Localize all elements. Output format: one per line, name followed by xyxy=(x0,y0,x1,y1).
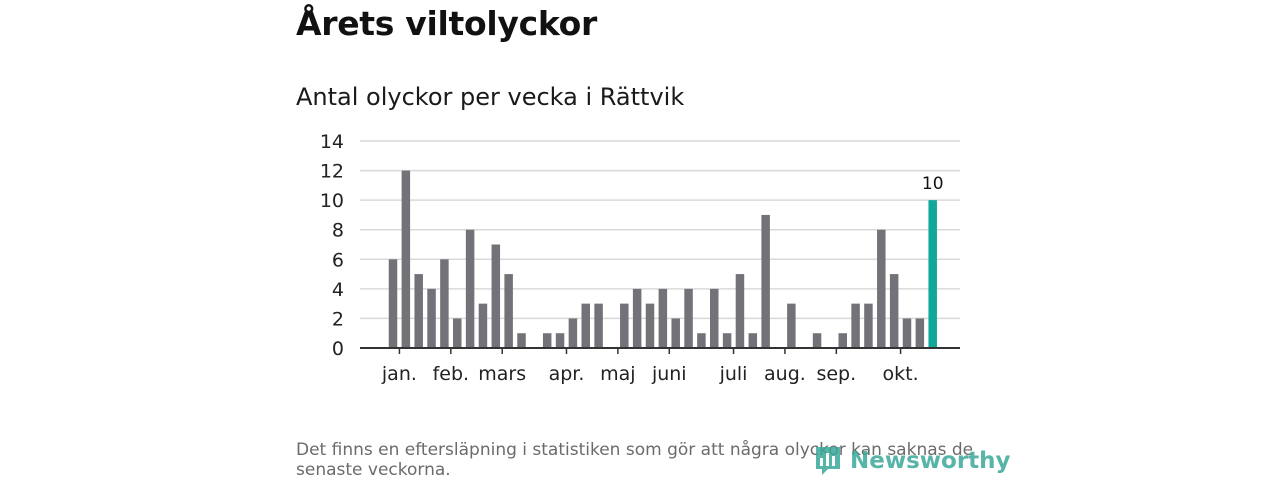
bar xyxy=(632,288,642,348)
bar xyxy=(401,170,411,348)
bar xyxy=(812,333,822,348)
bar xyxy=(517,333,526,348)
x-tick-label: sep. xyxy=(816,363,856,385)
bar xyxy=(761,214,770,348)
y-tick-label: 14 xyxy=(320,131,344,153)
bar xyxy=(735,274,745,348)
bar xyxy=(555,333,565,348)
bar-value-label: 10 xyxy=(922,174,944,194)
y-tick-label: 10 xyxy=(320,190,344,212)
bar xyxy=(710,288,719,348)
bar xyxy=(889,274,899,348)
y-tick-label: 6 xyxy=(332,249,344,271)
bar xyxy=(877,229,886,348)
x-tick-label: jan. xyxy=(381,363,417,385)
bar xyxy=(722,333,732,348)
bar xyxy=(697,333,706,348)
x-tick-label: maj xyxy=(600,363,635,385)
bar xyxy=(684,288,693,348)
bar xyxy=(542,333,552,348)
bar xyxy=(491,244,501,348)
bar xyxy=(453,318,462,348)
footnote: Det finns en eftersläpning i statistiken… xyxy=(296,440,974,480)
bar-highlight xyxy=(928,200,937,348)
y-tick-label: 0 xyxy=(332,338,344,360)
y-tick-label: 8 xyxy=(332,220,344,242)
bar xyxy=(478,303,488,348)
y-tick-label: 4 xyxy=(332,279,344,301)
bar xyxy=(658,288,668,348)
bar xyxy=(620,303,629,348)
x-tick-label: apr. xyxy=(549,363,585,385)
bar xyxy=(388,259,398,348)
bar xyxy=(671,318,680,348)
x-tick-label: juni xyxy=(651,363,687,385)
x-tick-label: okt. xyxy=(883,363,919,385)
y-tick-label: 2 xyxy=(332,308,344,330)
x-tick-label: mars xyxy=(478,363,526,385)
bar xyxy=(504,274,513,348)
y-tick-label: 12 xyxy=(320,161,344,183)
bar xyxy=(851,303,860,348)
bar xyxy=(427,288,436,348)
chart-title: Årets viltolyckor xyxy=(296,4,597,43)
bar xyxy=(440,259,449,348)
bar xyxy=(568,318,578,348)
bar xyxy=(838,333,847,348)
bar xyxy=(902,318,912,348)
bar xyxy=(915,318,925,348)
x-tick-label: feb. xyxy=(433,363,469,385)
bar xyxy=(465,229,475,348)
newsworthy-logo: Newsworthy xyxy=(814,445,1011,477)
bar xyxy=(594,303,603,348)
logo-text: Newsworthy xyxy=(850,448,1011,474)
chart-subtitle: Antal olyckor per vecka i Rättvik xyxy=(296,83,685,111)
bar xyxy=(787,303,796,348)
bar xyxy=(581,303,590,348)
bar xyxy=(864,303,873,348)
x-tick-label: aug. xyxy=(764,363,806,385)
x-tick-label: juli xyxy=(719,363,748,385)
newsworthy-logo-icon xyxy=(816,447,840,475)
bar xyxy=(748,333,758,348)
bar xyxy=(645,303,655,348)
bar xyxy=(414,274,423,348)
